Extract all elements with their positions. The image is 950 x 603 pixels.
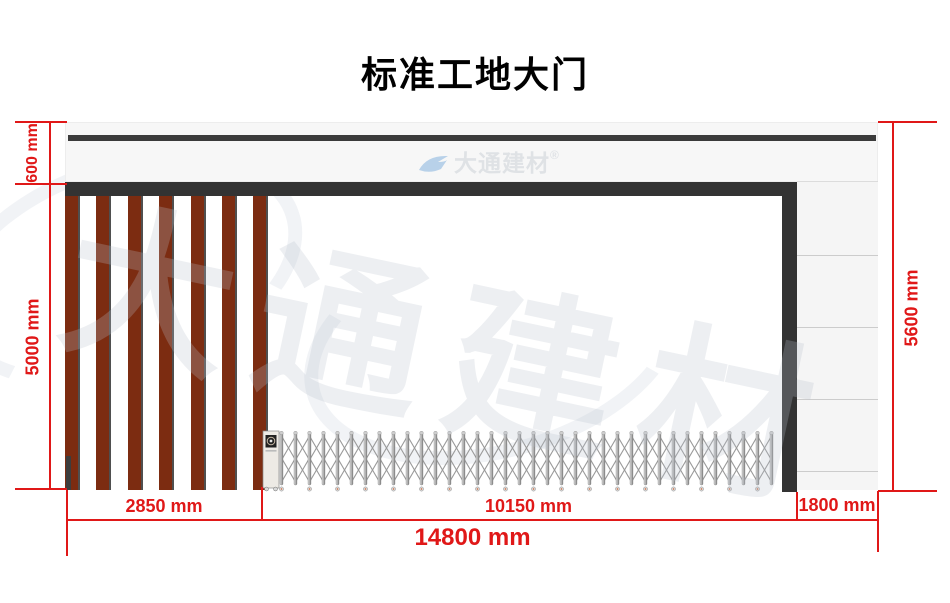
slat-wall-section xyxy=(65,184,270,490)
gate-header-band xyxy=(65,122,878,182)
dim-ext-left xyxy=(66,490,68,556)
top-beam xyxy=(68,135,876,141)
dim-side-panel-width-label: 1800 mm xyxy=(798,495,876,515)
dim-gate-height-label: 5000 mm xyxy=(22,298,43,376)
dim-ext-gate-panel xyxy=(796,492,798,520)
dim-opening-width-label: 10150 mm xyxy=(484,496,573,516)
dim-ext-right xyxy=(877,491,879,552)
slat-frame-stub xyxy=(66,456,71,490)
dim-total-height-label: 5600 mm xyxy=(901,269,922,347)
dim-line-left-vertical xyxy=(49,121,51,490)
page-title: 标准工地大门 xyxy=(360,54,589,95)
retractable-gate xyxy=(262,430,774,492)
wall-slat xyxy=(159,184,175,490)
gate-scissor-lattice xyxy=(279,431,774,492)
dim-header-height-label: 600 mm xyxy=(24,123,41,183)
dim-line-right-vertical xyxy=(892,121,894,492)
dim-tick-top-left xyxy=(15,121,67,123)
wall-slat xyxy=(222,184,237,490)
side-panel xyxy=(797,181,878,490)
wall-slat xyxy=(127,184,143,490)
panel-divider-line xyxy=(797,327,878,328)
dim-ext-slat-gate xyxy=(261,487,263,520)
dim-tick-bottom-left xyxy=(15,488,67,490)
panel-divider-line xyxy=(797,471,878,472)
wall-slat xyxy=(190,184,206,490)
wall-slat xyxy=(253,184,269,490)
lintel-bar xyxy=(65,182,797,196)
dim-total-width-label: 14800 mm xyxy=(414,524,531,551)
dim-slat-width-label: 2850 mm xyxy=(125,496,203,516)
gate-control-box xyxy=(262,430,280,492)
dim-tick-top-right xyxy=(878,121,937,123)
right-frame-post xyxy=(782,182,797,492)
registered-mark: ® xyxy=(550,148,560,162)
panel-divider-line xyxy=(797,399,878,400)
dim-line-bottom xyxy=(67,519,878,521)
brand-swoosh-icon xyxy=(418,151,450,175)
panel-divider-line xyxy=(797,255,878,256)
dim-tick-bottom-right xyxy=(878,490,937,492)
dim-tick-header-bottom xyxy=(15,183,67,185)
brand-logo-text: 大通建材 xyxy=(454,149,550,176)
wall-slat xyxy=(96,184,112,490)
brand-logo: 大通建材 ® xyxy=(418,147,560,179)
wall-slat xyxy=(65,184,80,490)
